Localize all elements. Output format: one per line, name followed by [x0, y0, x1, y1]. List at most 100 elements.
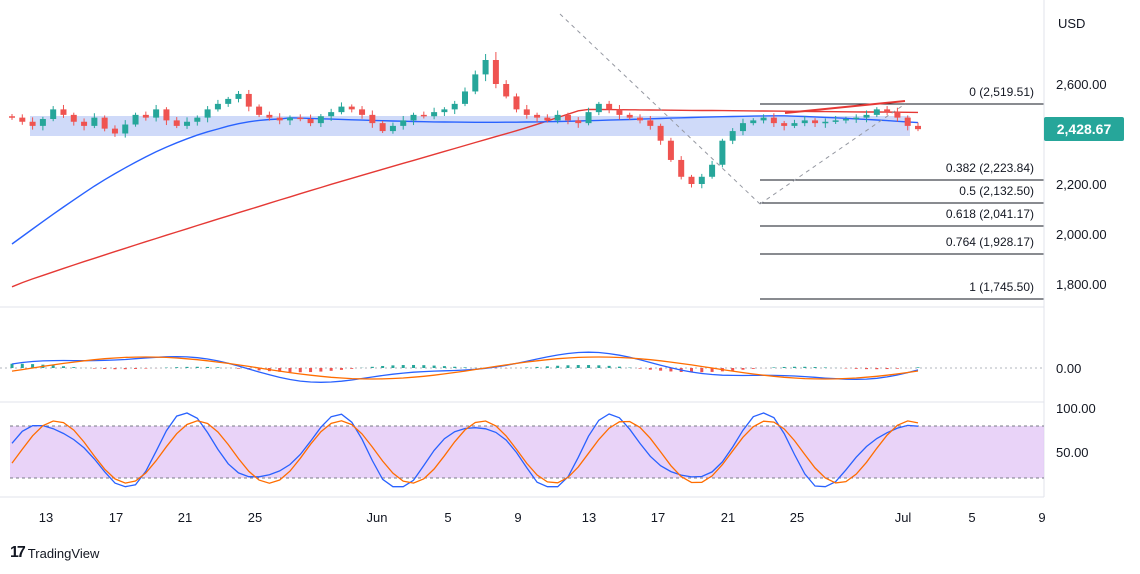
candle-body [698, 176, 705, 184]
time-tick-label: 21 [721, 510, 735, 525]
stochastic-tick-label: 100.00 [1056, 401, 1096, 416]
macd-hist-bar [401, 365, 405, 368]
macd-hist-bar [607, 365, 611, 368]
candle-body [842, 119, 849, 121]
macd-hist-bar [51, 365, 55, 368]
candle-body [142, 114, 149, 118]
candle-body [832, 120, 839, 122]
stochastic-band [10, 426, 1044, 478]
macd-hist-bar [309, 368, 313, 373]
candle-body [410, 114, 417, 121]
time-tick-label: 25 [790, 510, 804, 525]
stochastic-pane[interactable] [10, 412, 1044, 488]
price-tick-label: 2,000.00 [1056, 227, 1107, 242]
time-tick-label: Jul [895, 510, 912, 525]
tradingview-logo[interactable]: 17 TradingView [10, 544, 99, 562]
candle-body [194, 117, 201, 122]
candle-body [894, 112, 901, 118]
macd-hist-bar [669, 368, 673, 372]
candle-body [29, 121, 36, 126]
time-tick-label: 5 [444, 510, 451, 525]
macd-hist-bar [319, 368, 323, 372]
macd-hist-bar [535, 366, 539, 368]
candle-body [616, 109, 623, 115]
moving-average-red [11, 108, 919, 288]
candles [9, 52, 921, 189]
candle-body [163, 109, 170, 121]
candle-body [441, 109, 448, 113]
macd-hist-bar [659, 368, 663, 371]
candle-body [276, 117, 283, 121]
macd-hist-bar [545, 366, 549, 368]
macd-hist-bar [751, 368, 755, 369]
macd-hist-bar [442, 366, 446, 368]
macd-hist-bar [566, 365, 570, 368]
macd-pane[interactable] [0, 351, 1044, 383]
price-scale[interactable]: USD 2,600.00 2,200.00 2,000.00 1,800.00 2,4… [1044, 16, 1124, 460]
stochastic-tick-label: 50.00 [1056, 445, 1089, 460]
candle-body [719, 140, 726, 165]
macd-hist-bar [350, 368, 354, 369]
candle-body [369, 114, 376, 124]
time-scale[interactable]: 13 17 21 25 Jun 5 9 13 17 21 25 Jul 5 9 [39, 510, 1046, 525]
time-tick-label: 13 [582, 510, 596, 525]
candle-body [225, 98, 232, 104]
candle-body [626, 114, 633, 118]
candle-body [359, 109, 366, 115]
macd-hist-bar [587, 365, 591, 368]
macd-hist-bar [865, 368, 869, 370]
candle-body [915, 125, 921, 130]
candle-body [245, 93, 252, 107]
candle-body [873, 109, 880, 115]
macd-hist-bar [638, 368, 642, 369]
candle-body [554, 114, 561, 121]
macd-hist-bar [339, 368, 343, 370]
candle-body [822, 121, 829, 124]
macd-hist-bar [329, 368, 333, 371]
fib-retracement[interactable]: 0 (2,519.51) 0.382 (2,223.84) 0.5 (2,132.5… [760, 85, 1044, 300]
candle-body [781, 123, 788, 126]
candle-body [153, 109, 160, 118]
time-tick-label: 9 [514, 510, 521, 525]
macd-hist-bar [916, 367, 920, 368]
macd-hist-bar [31, 364, 35, 368]
candle-body [667, 140, 674, 160]
candle-body [709, 164, 716, 177]
candle-body [513, 96, 520, 110]
macd-hist-bar [185, 366, 189, 368]
stochastic-d-line [11, 420, 919, 484]
macd-hist-bar [103, 368, 107, 370]
macd-hist-bar [61, 366, 65, 368]
macd-hist-bar [576, 365, 580, 368]
candle-body [750, 120, 757, 124]
fib-level-label: 0 (2,519.51) [969, 85, 1034, 99]
macd-hist-bar [370, 366, 374, 368]
price-pane[interactable]: 0 (2,519.51) 0.382 (2,223.84) 0.5 (2,132.5… [9, 13, 1044, 300]
tradingview-logo-icon: 17 [10, 544, 26, 561]
last-price-label: 2,428.67 [1057, 121, 1112, 137]
macd-hist-bar [92, 368, 96, 369]
resistance-trendline [784, 100, 906, 114]
candle-body [122, 124, 129, 134]
candle-body [606, 103, 613, 110]
macd-hist-bar [813, 367, 817, 368]
macd-hist-bar [298, 368, 302, 373]
support-zone [30, 116, 910, 136]
candle-body [544, 117, 551, 121]
candle-body [462, 91, 468, 104]
candle-body [760, 117, 767, 121]
candle-body [585, 112, 592, 124]
candle-body [863, 114, 870, 118]
macd-hist-bar [123, 368, 127, 370]
macd-hist-bar [381, 365, 385, 368]
candle-body [431, 112, 438, 117]
macd-hist-bar [113, 368, 117, 370]
macd-hist-bar [648, 368, 652, 370]
candle-body [389, 125, 396, 132]
candle-body [688, 176, 695, 184]
candle-body [739, 123, 746, 132]
candle-body [204, 109, 211, 118]
candle-body [801, 120, 808, 124]
macd-hist-bar [772, 367, 776, 368]
